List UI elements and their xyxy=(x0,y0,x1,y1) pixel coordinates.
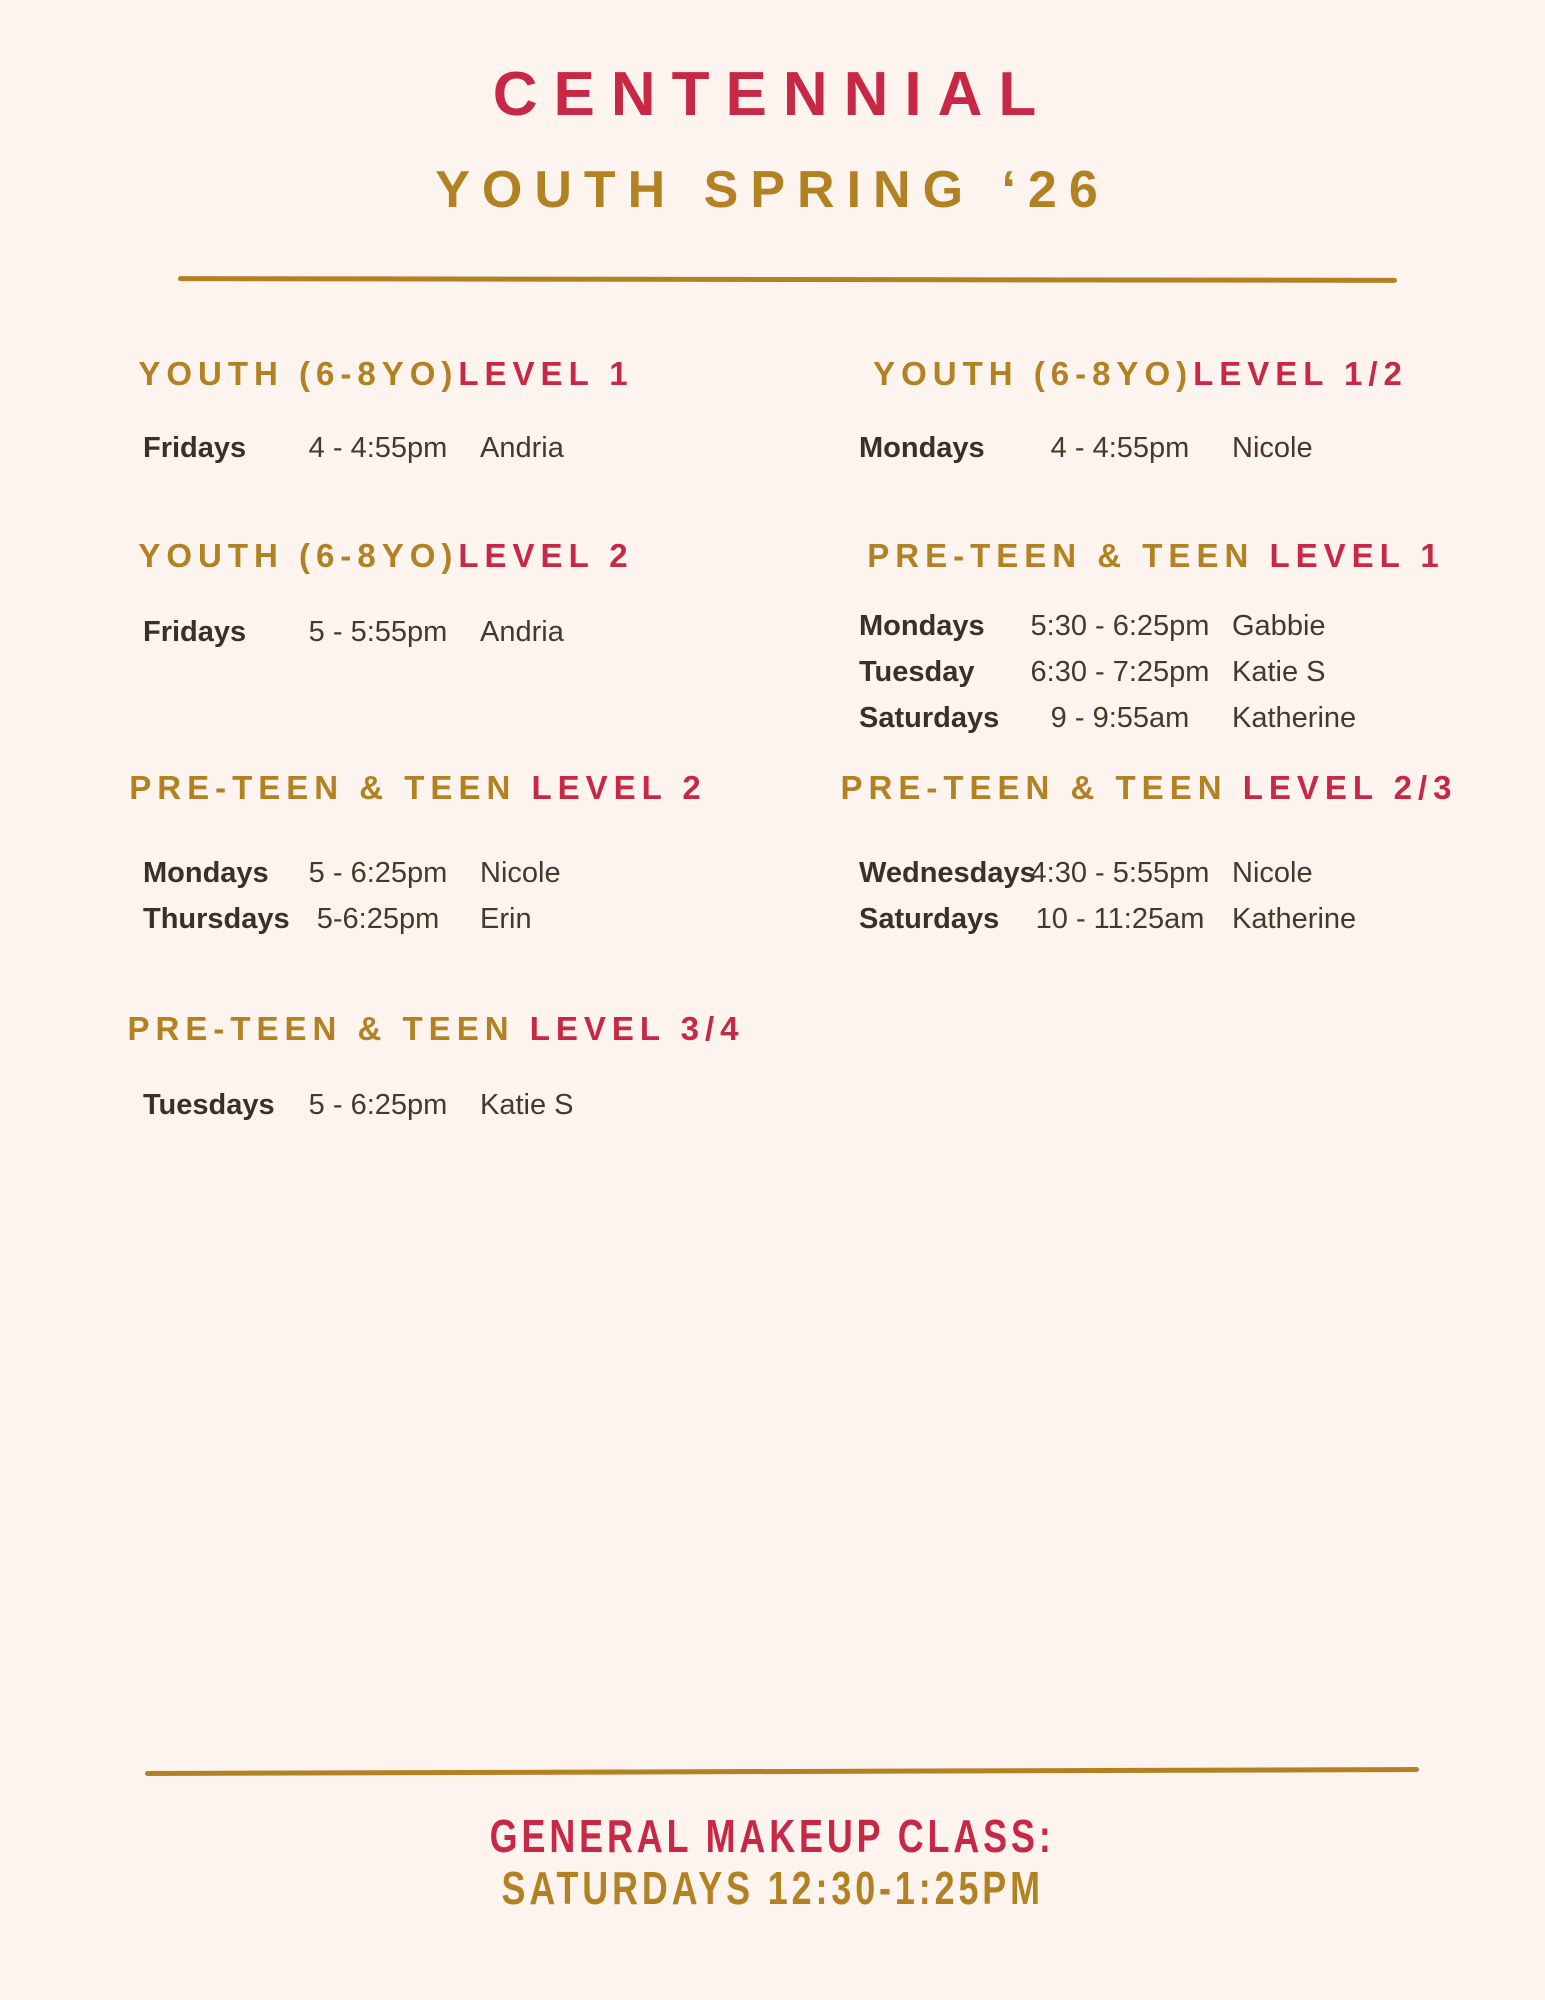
section-title-gold-part: YOUTH (6-8YO) xyxy=(138,355,459,392)
section-rows-preteen-level-1: Mondays 5:30 - 6:25pm Gabbie Tuesday 6:3… xyxy=(859,603,1356,741)
top-divider xyxy=(177,276,1398,283)
time-label: 5:30 - 6:25pm xyxy=(1030,610,1210,642)
page-title: CENTENNIAL xyxy=(492,60,1053,129)
teacher-label: Gabbie xyxy=(1232,610,1326,642)
schedule-row: Mondays 4 - 4:55pm Nicole xyxy=(859,425,1313,471)
section-rows-preteen-level-3-4: Tuesdays 5 - 6:25pm Katie S xyxy=(143,1082,574,1128)
section-title-preteen-level-3-4: PRE-TEEN & TEEN LEVEL 3/4 xyxy=(50,1009,822,1049)
day-label: Saturdays xyxy=(859,702,1000,734)
time-label: 5 - 6:25pm xyxy=(308,857,448,889)
time-label: 10 - 11:25am xyxy=(1035,903,1205,935)
schedule-row: Wednesdays 4:30 - 5:55pm Nicole xyxy=(859,850,1356,896)
teacher-label: Andria xyxy=(480,432,564,464)
time-label: 4:30 - 5:55pm xyxy=(1030,857,1210,889)
section-title-gold-part: PRE-TEEN & TEEN xyxy=(129,769,532,806)
section-title-red-part: LEVEL 2 xyxy=(531,769,707,806)
makeup-class-time: SATURDAYS 12:30-1:25PM xyxy=(0,1862,1545,1914)
bottom-divider xyxy=(144,1766,1420,1777)
day-label: Mondays xyxy=(143,857,269,889)
day-label: Thursdays xyxy=(143,903,290,935)
section-title-red-part: LEVEL 2 xyxy=(458,537,634,574)
day-label: Fridays xyxy=(143,432,247,464)
time-label: 5 - 5:55pm xyxy=(308,616,448,648)
teacher-label: Erin xyxy=(480,903,532,935)
teacher-label: Katie S xyxy=(480,1089,574,1121)
section-title-red-part: LEVEL 2/3 xyxy=(1242,769,1458,806)
time-label: 4 - 4:55pm xyxy=(1050,432,1190,464)
teacher-label: Andria xyxy=(480,616,564,648)
section-title-red-part: LEVEL 1/2 xyxy=(1193,355,1408,392)
section-title-gold-part: PRE-TEEN & TEEN xyxy=(127,1010,530,1047)
schedule-row: Saturdays 9 - 9:55am Katherine xyxy=(859,695,1356,741)
section-rows-preteen-level-2-3: Wednesdays 4:30 - 5:55pm Nicole Saturday… xyxy=(859,850,1356,942)
section-rows-youth-level-1: Fridays 4 - 4:55pm Andria xyxy=(143,425,564,471)
day-label: Fridays xyxy=(143,616,247,648)
section-title-gold-part: PRE-TEEN & TEEN xyxy=(867,537,1270,574)
schedule-row: Mondays 5 - 6:25pm Nicole xyxy=(143,850,561,896)
makeup-class-heading: GENERAL MAKEUP CLASS: xyxy=(0,1810,1545,1862)
section-title-youth-level-2: YOUTH (6-8YO)LEVEL 2 xyxy=(0,536,772,576)
schedule-row: Fridays 5 - 5:55pm Andria xyxy=(143,609,564,655)
section-title-red-part: LEVEL 1 xyxy=(1269,537,1445,574)
section-title-gold-part: PRE-TEEN & TEEN xyxy=(840,769,1243,806)
day-label: Mondays xyxy=(859,610,985,642)
teacher-label: Katie S xyxy=(1232,656,1326,688)
time-label: 5-6:25pm xyxy=(316,903,440,935)
time-label: 6:30 - 7:25pm xyxy=(1030,656,1210,688)
time-label: 4 - 4:55pm xyxy=(308,432,448,464)
section-title-red-part: LEVEL 3/4 xyxy=(529,1010,745,1047)
day-label: Saturdays xyxy=(859,903,1000,935)
teacher-label: Nicole xyxy=(1232,857,1313,889)
section-rows-youth-level-2: Fridays 5 - 5:55pm Andria xyxy=(143,609,564,655)
day-label: Tuesdays xyxy=(143,1089,275,1121)
schedule-row: Mondays 5:30 - 6:25pm Gabbie xyxy=(859,603,1356,649)
schedule-row: Tuesdays 5 - 6:25pm Katie S xyxy=(143,1082,574,1128)
teacher-label: Nicole xyxy=(1232,432,1313,464)
teacher-label: Katherine xyxy=(1232,702,1357,734)
section-title-preteen-level-2-3: PRE-TEEN & TEEN LEVEL 2/3 xyxy=(765,768,1533,808)
section-title-gold-part: YOUTH (6-8YO) xyxy=(873,355,1194,392)
makeup-class-heading-text: GENERAL MAKEUP CLASS: xyxy=(489,1810,1056,1862)
page-subtitle: YOUTH SPRING ‘26 xyxy=(435,161,1110,219)
day-label: Tuesday xyxy=(859,656,975,688)
makeup-class-time-text: SATURDAYS 12:30-1:25PM xyxy=(501,1862,1044,1914)
makeup-class-footer: GENERAL MAKEUP CLASS: SATURDAYS 12:30-1:… xyxy=(0,1810,1545,1914)
section-rows-preteen-level-2: Mondays 5 - 6:25pm Nicole Thursdays 5-6:… xyxy=(143,850,561,942)
schedule-row: Tuesday 6:30 - 7:25pm Katie S xyxy=(859,649,1356,695)
section-title-youth-level-1-2: YOUTH (6-8YO)LEVEL 1/2 xyxy=(768,354,1513,394)
section-title-preteen-level-1: PRE-TEEN & TEEN LEVEL 1 xyxy=(772,536,1540,576)
day-label: Mondays xyxy=(859,432,985,464)
schedule-row: Saturdays 10 - 11:25am Katherine xyxy=(859,896,1356,942)
section-title-preteen-level-2: PRE-TEEN & TEEN LEVEL 2 xyxy=(32,768,804,808)
day-label: Wednesdays xyxy=(859,857,1036,889)
section-title-youth-level-1: YOUTH (6-8YO)LEVEL 1 xyxy=(0,354,772,394)
time-label: 9 - 9:55am xyxy=(1050,702,1190,734)
teacher-label: Nicole xyxy=(480,857,561,889)
schedule-row: Thursdays 5-6:25pm Erin xyxy=(143,896,561,942)
time-label: 5 - 6:25pm xyxy=(308,1089,448,1121)
section-title-gold-part: YOUTH (6-8YO) xyxy=(138,537,459,574)
schedule-row: Fridays 4 - 4:55pm Andria xyxy=(143,425,564,471)
section-title-red-part: LEVEL 1 xyxy=(458,355,634,392)
section-rows-youth-level-1-2: Mondays 4 - 4:55pm Nicole xyxy=(859,425,1313,471)
teacher-label: Katherine xyxy=(1232,903,1357,935)
